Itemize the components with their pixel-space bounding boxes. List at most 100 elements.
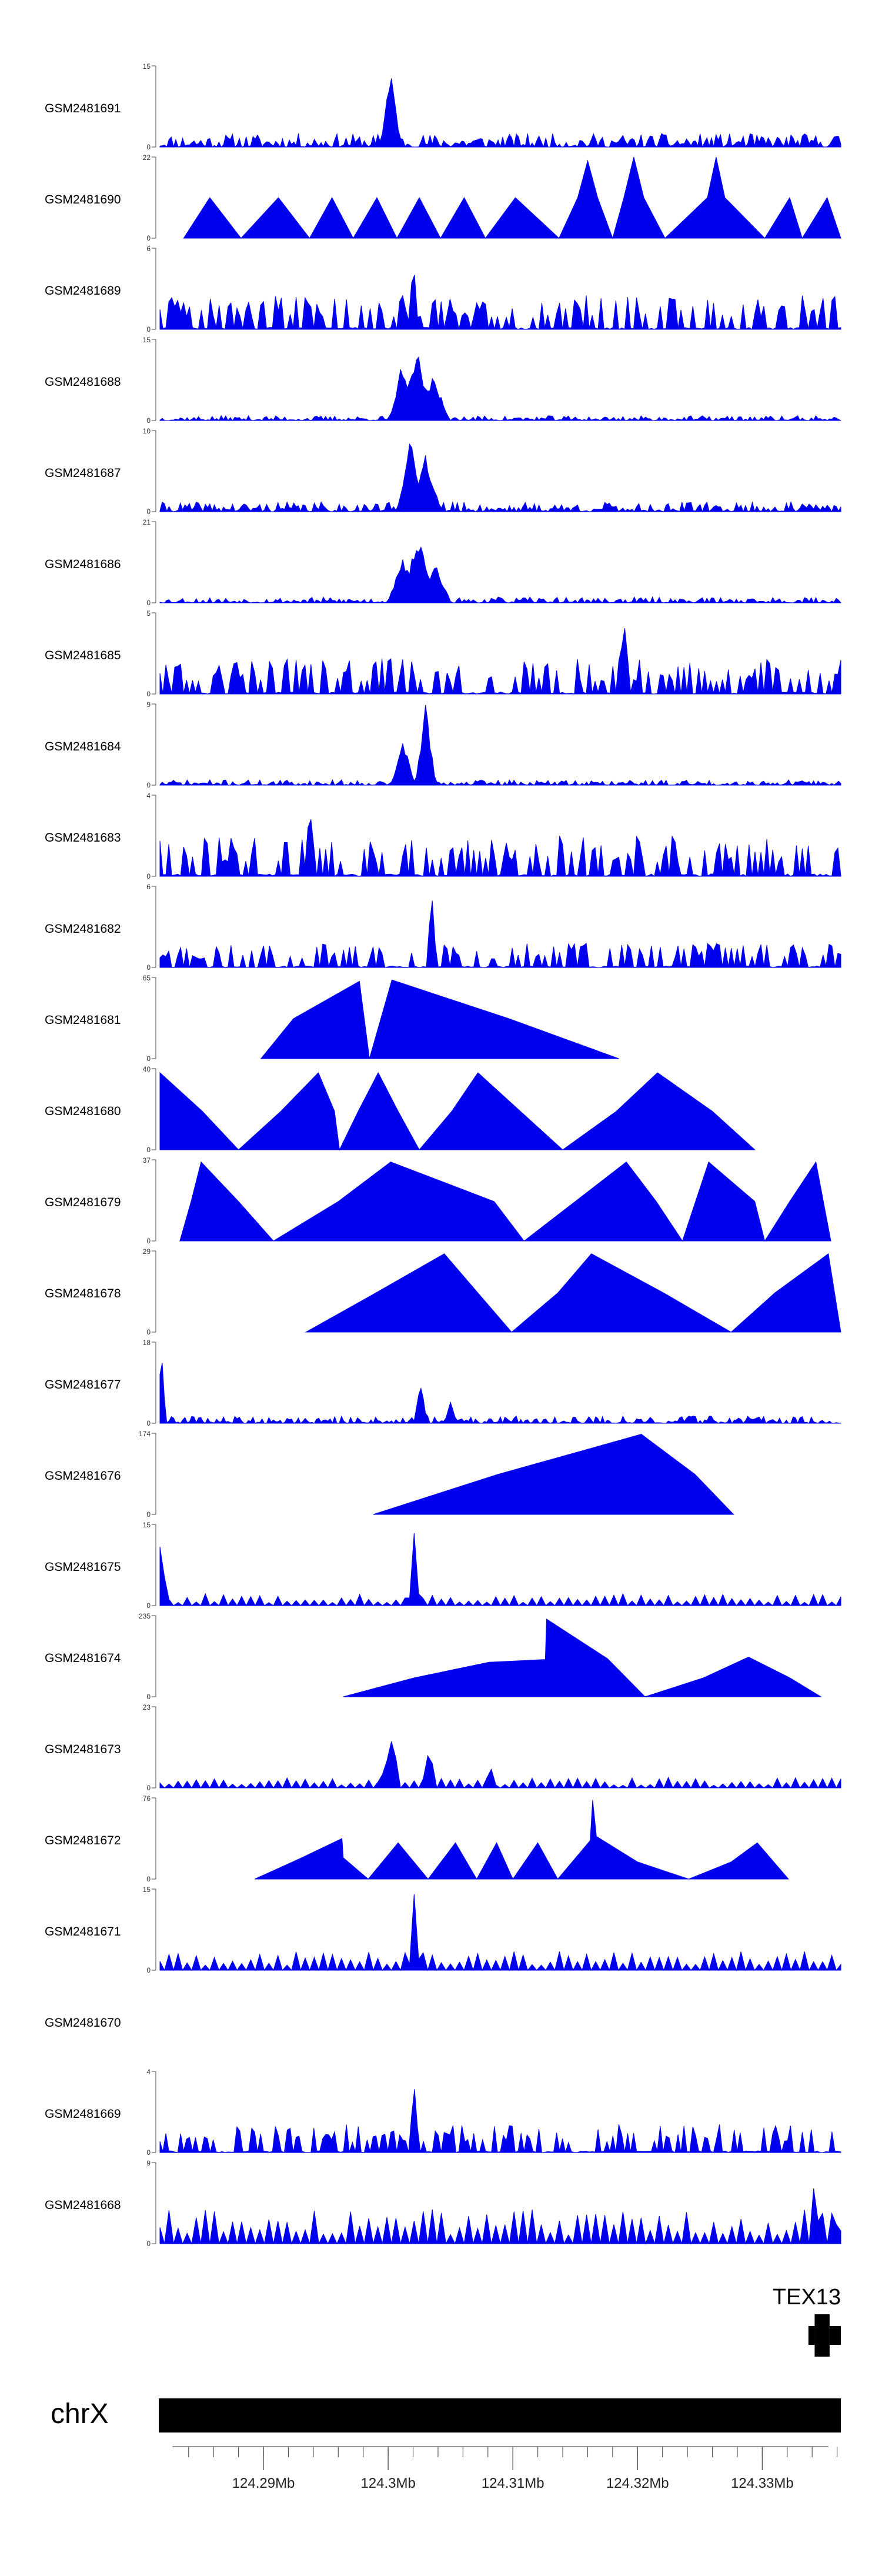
y-tick-label-min: 0 — [146, 1784, 151, 1792]
y-tick-label-min: 0 — [146, 416, 151, 425]
y-tick-label-min: 0 — [146, 143, 151, 151]
coverage-area — [183, 156, 841, 239]
coverage-tracks: GSM2481691150GSM2481690220GSM248168960GS… — [45, 62, 841, 2248]
chromosome-label: chrX — [51, 2398, 109, 2430]
track-GSM2481678: GSM2481678 29 0 — [45, 1247, 841, 1336]
y-tick-label-max: 37 — [143, 1156, 151, 1164]
coverage-area — [179, 1161, 831, 1242]
y-tick-label-min: 0 — [146, 2148, 151, 2157]
track-GSM2481687: GSM2481687 10 0 — [45, 427, 841, 516]
coverage-area — [159, 546, 841, 604]
track-label: GSM2481672 — [45, 1834, 121, 1847]
track-GSM2481672: GSM2481672 76 0 — [45, 1794, 789, 1883]
y-tick-label-min: 0 — [146, 1966, 151, 1974]
track-GSM2481677: GSM2481677 18 0 — [45, 1339, 841, 1427]
track-GSM2481688: GSM2481688 15 0 — [45, 336, 841, 425]
track-label: GSM2481691 — [45, 102, 121, 115]
y-tick-label-max: 5 — [146, 609, 151, 618]
axis-tick-label: 124.33Mb — [731, 2475, 794, 2491]
coverage-area — [159, 1363, 841, 1424]
track-label: GSM2481686 — [45, 558, 121, 571]
track-label: GSM2481678 — [45, 1287, 121, 1300]
track-GSM2481673: GSM2481673 23 0 — [45, 1703, 841, 1792]
track-label: GSM2481689 — [45, 284, 121, 298]
track-label: GSM2481669 — [45, 2107, 121, 2121]
gene-model-tex13 — [808, 2314, 841, 2357]
coverage-area — [159, 900, 841, 968]
track-axis: 60 — [146, 883, 156, 972]
track-label: GSM2481671 — [45, 1925, 121, 1938]
y-tick-label-max: 15 — [143, 62, 151, 71]
y-tick-label-max: 10 — [143, 427, 151, 435]
track-label: GSM2481674 — [45, 1651, 121, 1665]
track-label: GSM2481683 — [45, 831, 121, 845]
y-tick-label-min: 0 — [146, 508, 151, 516]
y-tick-label-min: 0 — [146, 1237, 151, 1245]
y-tick-label-min: 0 — [146, 963, 151, 972]
y-tick-label-max: 4 — [146, 2068, 151, 2076]
y-tick-label-max: 6 — [146, 245, 151, 253]
y-tick-label-max: 6 — [146, 883, 151, 891]
track-axis: 50 — [146, 609, 156, 698]
track-axis: 15 0 — [143, 62, 156, 151]
y-tick-label-min: 0 — [146, 1146, 151, 1154]
y-tick-label-min: 0 — [146, 1055, 151, 1063]
track-label: GSM2481673 — [45, 1743, 121, 1756]
track-axis: 76 0 — [143, 1794, 156, 1883]
track-axis: 90 — [146, 700, 156, 789]
coverage-area — [159, 443, 841, 513]
coverage-area — [159, 819, 841, 877]
track-axis: 15 0 — [143, 336, 156, 425]
y-tick-label-max: 22 — [143, 154, 151, 162]
track-label: GSM2481680 — [45, 1105, 121, 1118]
coverage-area — [159, 1533, 841, 1607]
y-tick-label-min: 0 — [146, 1875, 151, 1883]
track-axis: 65 0 — [143, 974, 156, 1063]
y-tick-label-min: 0 — [146, 1419, 151, 1427]
track-GSM2481670: GSM2481670 — [45, 2016, 121, 2030]
coverage-area — [159, 1741, 841, 1789]
coverage-area — [159, 356, 841, 421]
track-GSM2481686: GSM2481686 21 0 — [45, 518, 841, 607]
track-GSM2481689: GSM2481689 60 — [45, 245, 841, 333]
y-tick-label-max: 174 — [139, 1430, 151, 1438]
coverage-area — [159, 2089, 841, 2153]
y-tick-label-max: 21 — [143, 518, 151, 526]
exon-block — [814, 2314, 830, 2357]
track-axis: 37 0 — [143, 1156, 156, 1245]
track-label: GSM2481670 — [45, 2016, 121, 2030]
track-axis: 10 0 — [143, 427, 156, 516]
coverage-area — [159, 2188, 841, 2245]
track-axis: 40 0 — [143, 1065, 156, 1154]
coverage-area — [373, 1434, 734, 1515]
track-axis: 60 — [146, 245, 156, 333]
coverage-area — [159, 1072, 756, 1151]
y-tick-label-min: 0 — [146, 872, 151, 880]
chromosome-track: chrX 124.29Mb 124.3Mb 124.31Mb 124.32Mb 124.… — [51, 2398, 841, 2491]
track-label: GSM2481681 — [45, 1013, 121, 1027]
track-GSM2481674: GSM2481674 235 0 — [45, 1612, 822, 1701]
coverage-area — [305, 1253, 841, 1333]
track-label: GSM2481682 — [45, 922, 121, 936]
track-axis: 15 0 — [143, 1886, 156, 1974]
y-tick-label-min: 0 — [146, 2240, 151, 2248]
coverage-area — [159, 628, 841, 695]
axis-tick-label: 124.31Mb — [482, 2475, 544, 2491]
gene-track: TEX13 — [773, 2285, 841, 2357]
y-tick-label-max: 76 — [143, 1794, 151, 1803]
track-axis: 18 0 — [143, 1339, 156, 1427]
coverage-area — [159, 1894, 841, 1971]
coverage-area — [343, 1618, 822, 1697]
y-tick-label-max: 15 — [143, 336, 151, 344]
track-label: GSM2481679 — [45, 1196, 121, 1209]
track-axis: 90 — [146, 2159, 156, 2248]
genomic-axis: 124.29Mb 124.3Mb 124.31Mb 124.32Mb 124.33Mb — [172, 2446, 838, 2491]
track-axis: 21 0 — [143, 518, 156, 607]
exon-block — [829, 2326, 841, 2345]
y-tick-label-min: 0 — [146, 1510, 151, 1519]
y-tick-label-max: 235 — [139, 1612, 151, 1620]
